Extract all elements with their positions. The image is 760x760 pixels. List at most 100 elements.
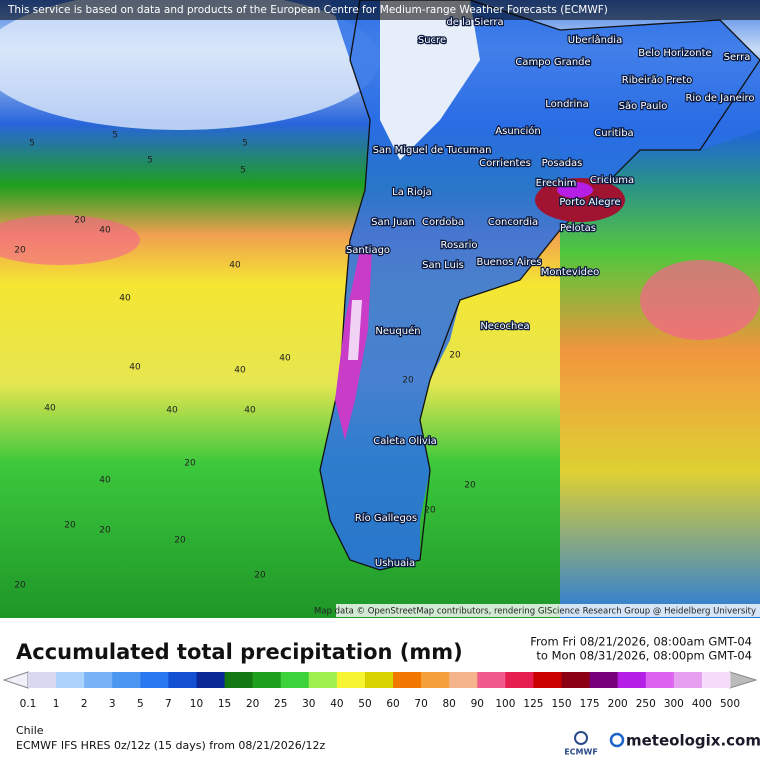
contour-label: 20 bbox=[449, 351, 461, 361]
city-label: Montevideo bbox=[541, 267, 599, 278]
contour-label: 5 bbox=[112, 131, 118, 141]
contour-label: 5 bbox=[147, 156, 153, 166]
notice-bar bbox=[0, 0, 760, 20]
city-label: Uberlândia bbox=[568, 34, 622, 46]
period-to: to Mon 08/31/2026, 08:00pm GMT-04 bbox=[536, 649, 752, 663]
legend-swatch bbox=[196, 672, 226, 688]
legend-stop-label: 60 bbox=[386, 698, 399, 710]
contour-label: 20 bbox=[184, 459, 196, 469]
legend-stop-label: 175 bbox=[580, 698, 600, 710]
legend-stop-label: 15 bbox=[218, 698, 231, 710]
legend-panel bbox=[0, 618, 760, 760]
legend-title: Accumulated total precipitation (mm) bbox=[16, 640, 463, 664]
city-label: Santiago bbox=[346, 245, 390, 256]
city-label: Asunción bbox=[495, 125, 540, 137]
city-label: Campo Grande bbox=[515, 57, 590, 68]
legend-stop-label: 70 bbox=[414, 698, 427, 710]
contour-label: 20 bbox=[64, 521, 76, 531]
contour-label: 40 bbox=[279, 354, 291, 364]
contour-label: 5 bbox=[29, 139, 35, 149]
dry-zone bbox=[0, 0, 380, 130]
contour-label: 40 bbox=[166, 406, 178, 416]
legend-swatch bbox=[533, 672, 563, 688]
legend-stop-label: 2 bbox=[81, 698, 88, 710]
contour-label: 20 bbox=[424, 506, 436, 516]
legend-stop-label: 50 bbox=[358, 698, 371, 710]
heavy-precip-pacific bbox=[0, 215, 140, 265]
legend-stop-label: 25 bbox=[274, 698, 287, 710]
city-label: Ribeirão Preto bbox=[622, 75, 692, 86]
legend-stop-label: 0.1 bbox=[20, 698, 37, 710]
model: ECMWF IFS HRES 0z/12z (15 days) from 08/… bbox=[16, 739, 326, 752]
contour-label: 20 bbox=[14, 581, 26, 591]
legend-stop-label: 400 bbox=[692, 698, 712, 710]
city-label: San Luis bbox=[422, 260, 464, 271]
extreme-precip-brazil bbox=[557, 182, 593, 198]
legend-stop-label: 200 bbox=[608, 698, 628, 710]
city-label: Corrientes bbox=[479, 158, 531, 169]
ecmwf-label: ECMWF bbox=[564, 748, 598, 757]
contour-label: 20 bbox=[254, 571, 266, 581]
city-label: Sucre bbox=[418, 35, 446, 46]
map bbox=[0, 0, 760, 618]
city-label: Porto Alegre bbox=[559, 197, 620, 208]
city-label: La Rioja bbox=[392, 187, 432, 198]
legend-stop-label: 80 bbox=[443, 698, 456, 710]
legend-swatch bbox=[617, 672, 647, 688]
period-from: From Fri 08/21/2026, 08:00am GMT-04 bbox=[530, 635, 752, 649]
city-label: Serra bbox=[724, 52, 751, 63]
legend-swatch bbox=[84, 672, 113, 688]
legend-stop-label: 300 bbox=[664, 698, 684, 710]
legend-stop-label: 100 bbox=[495, 698, 515, 710]
city-label: Pelotas bbox=[560, 223, 596, 234]
legend-swatch bbox=[645, 672, 675, 688]
contour-label: 40 bbox=[129, 363, 141, 373]
legend-swatch bbox=[449, 672, 478, 688]
legend-swatch bbox=[477, 672, 506, 688]
city-label: Río Gallegos bbox=[355, 512, 417, 524]
legend-swatch bbox=[336, 672, 366, 688]
contour-label: 40 bbox=[99, 476, 111, 486]
legend-stop-label: 1 bbox=[53, 698, 60, 710]
city-label: Caleta Olivia bbox=[373, 436, 437, 447]
ecmwf-logo bbox=[574, 731, 588, 745]
contour-label: 40 bbox=[234, 366, 246, 376]
city-label: Erechim bbox=[536, 178, 577, 189]
legend-swatch bbox=[393, 672, 422, 688]
legend-swatch bbox=[308, 672, 338, 688]
legend-stop-label: 500 bbox=[720, 698, 740, 710]
city-label: Rosario bbox=[441, 240, 478, 251]
city-label: Curitiba bbox=[594, 128, 633, 139]
legend-stop-label: 3 bbox=[109, 698, 116, 710]
city-label: São Paulo bbox=[619, 101, 668, 112]
city-label: de la Sierra bbox=[446, 17, 503, 28]
legend-stop-label: 5 bbox=[137, 698, 144, 710]
legend-stop-label: 7 bbox=[165, 698, 172, 710]
brand-logo bbox=[609, 732, 625, 748]
city-label: Concordia bbox=[488, 217, 538, 228]
city-label: Buenos Aires bbox=[476, 257, 541, 268]
contour-label: 20 bbox=[74, 216, 86, 226]
city-label: Rio de Janeiro bbox=[685, 93, 754, 104]
dry-land bbox=[380, 0, 480, 160]
legend-stop-label: 20 bbox=[246, 698, 259, 710]
legend-swatch bbox=[112, 672, 141, 688]
contour-label: 5 bbox=[242, 139, 248, 149]
brand: meteologix.com bbox=[626, 732, 760, 750]
legend-swatch bbox=[364, 672, 394, 688]
contour-label: 40 bbox=[99, 226, 111, 236]
city-label: Belo Horizonte bbox=[638, 48, 711, 59]
legend-swatch bbox=[28, 672, 57, 688]
contour-label: 20 bbox=[464, 481, 476, 491]
legend-swatch bbox=[421, 672, 450, 688]
legend-stop-label: 40 bbox=[330, 698, 343, 710]
contour-label: 40 bbox=[229, 261, 241, 271]
coastline bbox=[319, 0, 760, 571]
contour-label: 20 bbox=[174, 536, 186, 546]
city-label: Necochea bbox=[480, 321, 529, 332]
legend-swatch bbox=[56, 672, 85, 688]
region: Chile bbox=[16, 724, 44, 737]
contour-label: 20 bbox=[402, 376, 414, 386]
legend-swatch bbox=[673, 672, 703, 688]
legend-stop-label: 125 bbox=[523, 698, 543, 710]
